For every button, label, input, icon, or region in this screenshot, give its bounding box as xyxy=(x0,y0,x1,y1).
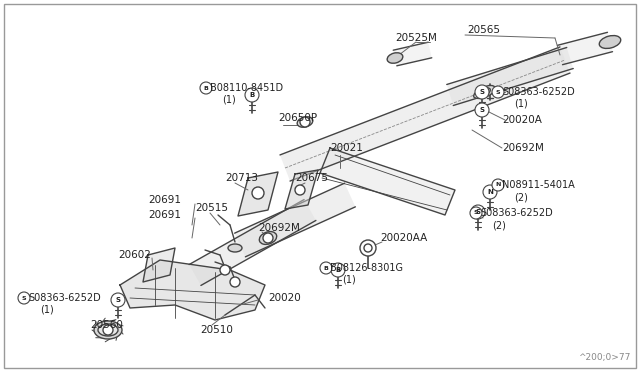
Text: 20525M: 20525M xyxy=(395,33,437,43)
Text: (1): (1) xyxy=(342,275,356,285)
Circle shape xyxy=(220,265,230,275)
Text: 20020AA: 20020AA xyxy=(380,233,428,243)
Text: S: S xyxy=(476,209,481,215)
Circle shape xyxy=(475,103,489,117)
Text: B08126-8301G: B08126-8301G xyxy=(330,263,403,273)
Ellipse shape xyxy=(259,232,276,244)
Ellipse shape xyxy=(228,244,242,252)
Circle shape xyxy=(483,185,497,199)
Circle shape xyxy=(245,88,259,102)
Text: 20021: 20021 xyxy=(330,143,363,153)
Circle shape xyxy=(364,244,372,252)
Text: 20691: 20691 xyxy=(148,210,181,220)
Text: 20560: 20560 xyxy=(90,320,123,330)
Text: N: N xyxy=(487,189,493,195)
Text: N: N xyxy=(495,183,500,187)
Circle shape xyxy=(331,263,345,277)
Text: 20020: 20020 xyxy=(268,293,301,303)
Text: 20650P: 20650P xyxy=(278,113,317,123)
Text: S: S xyxy=(479,107,484,113)
Text: B: B xyxy=(324,266,328,270)
Ellipse shape xyxy=(475,86,495,99)
Polygon shape xyxy=(393,42,432,66)
Text: (2): (2) xyxy=(514,192,528,202)
Polygon shape xyxy=(120,260,265,320)
Circle shape xyxy=(252,187,264,199)
Circle shape xyxy=(492,86,504,98)
Polygon shape xyxy=(189,199,316,285)
Text: B08110-8451D: B08110-8451D xyxy=(210,83,283,93)
Text: S: S xyxy=(22,295,26,301)
Text: (1): (1) xyxy=(514,99,528,109)
Circle shape xyxy=(111,293,125,307)
Circle shape xyxy=(295,185,305,195)
Polygon shape xyxy=(285,170,318,209)
Text: 20515: 20515 xyxy=(195,203,228,213)
Circle shape xyxy=(360,240,376,256)
Text: 20691: 20691 xyxy=(148,195,181,205)
Circle shape xyxy=(263,233,273,243)
Circle shape xyxy=(475,85,489,99)
Text: S: S xyxy=(474,211,478,215)
Ellipse shape xyxy=(94,321,122,339)
Ellipse shape xyxy=(98,324,118,336)
Circle shape xyxy=(471,205,485,219)
Text: 20692M: 20692M xyxy=(258,223,300,233)
Polygon shape xyxy=(280,47,570,181)
Polygon shape xyxy=(557,32,612,65)
Text: S: S xyxy=(479,89,484,95)
Text: S: S xyxy=(115,297,120,303)
Polygon shape xyxy=(320,148,455,215)
Text: 20565: 20565 xyxy=(467,25,500,35)
Text: S08363-6252D: S08363-6252D xyxy=(480,208,553,218)
Polygon shape xyxy=(238,172,278,216)
Circle shape xyxy=(320,262,332,274)
Text: 20510: 20510 xyxy=(200,325,233,335)
Text: (1): (1) xyxy=(40,305,54,315)
Circle shape xyxy=(103,325,113,335)
Ellipse shape xyxy=(599,36,621,48)
Circle shape xyxy=(230,277,240,287)
Circle shape xyxy=(200,82,212,94)
Circle shape xyxy=(18,292,30,304)
Text: B: B xyxy=(204,86,209,90)
Text: S: S xyxy=(496,90,500,94)
Text: 20713: 20713 xyxy=(225,173,258,183)
Text: (2): (2) xyxy=(492,220,506,230)
Text: ^200;0>77: ^200;0>77 xyxy=(578,353,630,362)
Polygon shape xyxy=(235,183,355,257)
Text: 20602: 20602 xyxy=(118,250,151,260)
Text: S08363-6252D: S08363-6252D xyxy=(502,87,575,97)
Text: B: B xyxy=(335,267,340,273)
Text: (1): (1) xyxy=(222,95,236,105)
Text: 20692M: 20692M xyxy=(502,143,544,153)
Circle shape xyxy=(470,207,482,219)
Circle shape xyxy=(300,117,310,127)
Ellipse shape xyxy=(474,88,490,98)
Ellipse shape xyxy=(387,53,403,63)
Ellipse shape xyxy=(297,117,313,127)
Text: 20020A: 20020A xyxy=(502,115,542,125)
Circle shape xyxy=(492,179,504,191)
Text: 20675: 20675 xyxy=(295,173,328,183)
Text: S08363-6252D: S08363-6252D xyxy=(28,293,100,303)
Text: B: B xyxy=(250,92,255,98)
Polygon shape xyxy=(447,48,573,106)
Text: N08911-5401A: N08911-5401A xyxy=(502,180,575,190)
Polygon shape xyxy=(143,248,175,282)
